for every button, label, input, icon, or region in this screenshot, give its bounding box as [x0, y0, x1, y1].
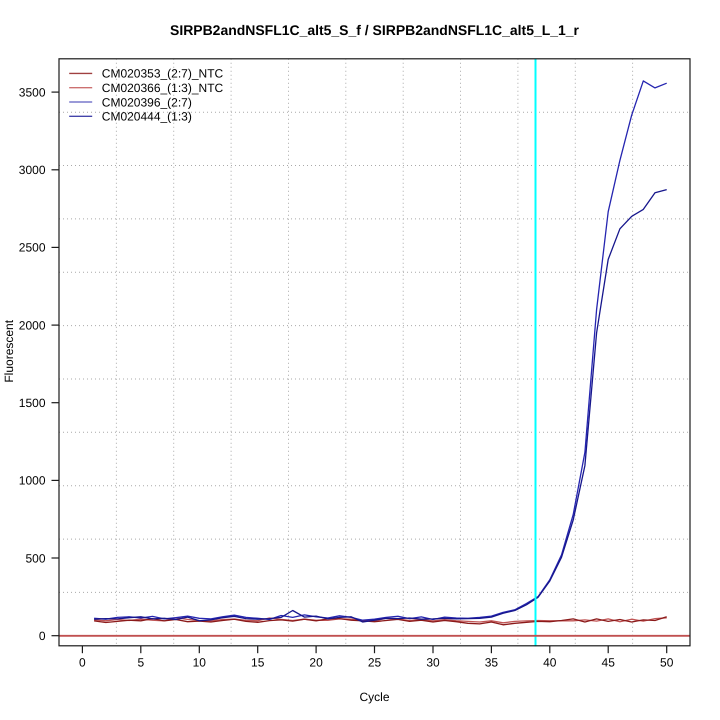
svg-text:1500: 1500	[19, 396, 46, 410]
svg-text:CM020353_(2:7)_NTC: CM020353_(2:7)_NTC	[102, 67, 224, 81]
svg-text:SIRPB2andNSFL1C_alt5_S_f / SIR: SIRPB2andNSFL1C_alt5_S_f / SIRPB2andNSFL…	[170, 22, 580, 38]
svg-text:40: 40	[543, 656, 557, 670]
svg-text:0: 0	[79, 656, 86, 670]
svg-text:45: 45	[602, 656, 616, 670]
svg-text:3500: 3500	[19, 85, 46, 99]
svg-text:2000: 2000	[19, 318, 46, 332]
svg-text:Cycle: Cycle	[359, 690, 389, 704]
svg-text:35: 35	[485, 656, 499, 670]
svg-text:25: 25	[368, 656, 382, 670]
svg-text:10: 10	[193, 656, 207, 670]
svg-text:Fluorescent: Fluorescent	[2, 319, 16, 382]
svg-text:20: 20	[309, 656, 323, 670]
svg-text:CM020444_(1:3): CM020444_(1:3)	[102, 110, 192, 124]
svg-text:CM020366_(1:3)_NTC: CM020366_(1:3)_NTC	[102, 81, 224, 95]
svg-text:0: 0	[39, 629, 46, 643]
svg-text:5: 5	[137, 656, 144, 670]
svg-text:2500: 2500	[19, 241, 46, 255]
svg-text:500: 500	[25, 551, 45, 565]
svg-text:15: 15	[251, 656, 265, 670]
svg-text:CM020396_(2:7): CM020396_(2:7)	[102, 95, 192, 109]
svg-text:3000: 3000	[19, 163, 46, 177]
svg-text:50: 50	[660, 656, 674, 670]
svg-text:1000: 1000	[19, 474, 46, 488]
svg-text:30: 30	[426, 656, 440, 670]
